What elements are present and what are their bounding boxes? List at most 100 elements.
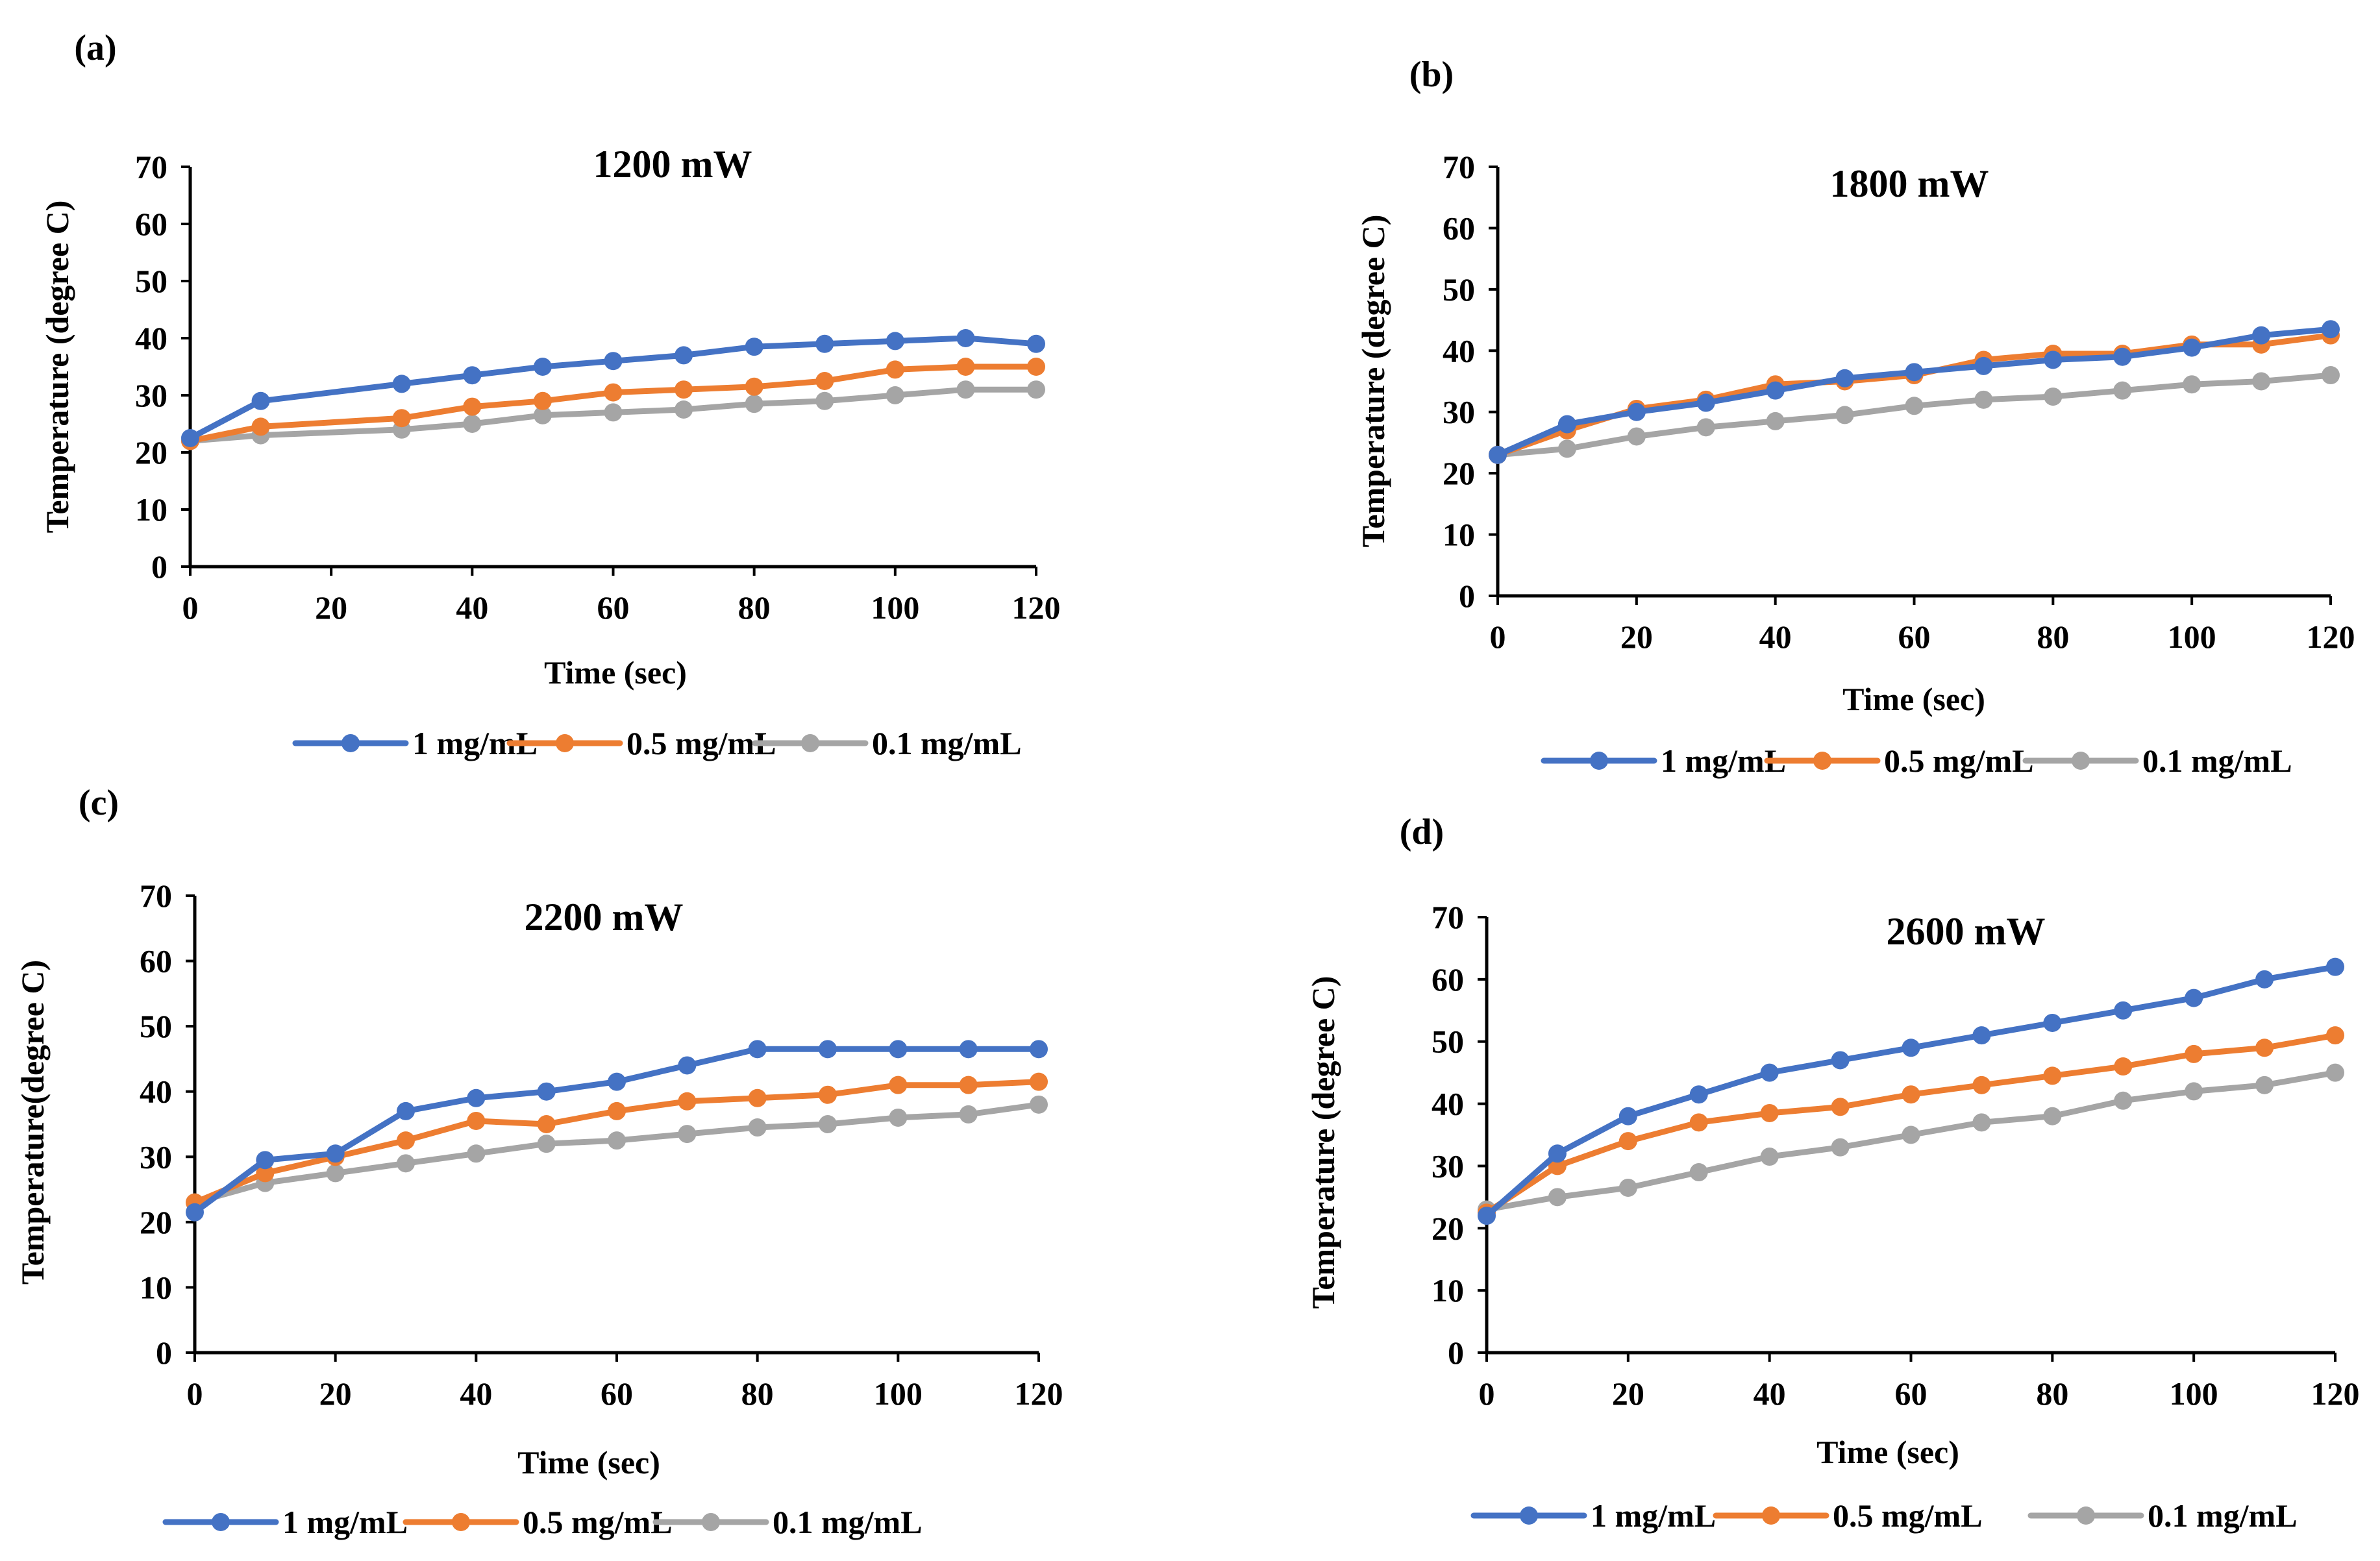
data-point xyxy=(392,409,411,428)
chart-panel-3: (c) 2200 mW Time (sec) Temperature(degree C… xyxy=(14,783,1063,1540)
panel-label: (a) xyxy=(74,28,116,68)
data-point xyxy=(1760,1063,1779,1082)
data-point xyxy=(1760,1148,1779,1166)
chart-title: 1200 mW xyxy=(593,143,752,186)
data-point xyxy=(819,1040,837,1059)
y-tick-label: 40 xyxy=(1443,332,1475,369)
x-tick-label: 40 xyxy=(1759,619,1792,655)
data-point xyxy=(1030,1072,1048,1091)
data-point xyxy=(2326,1063,2344,1082)
data-point xyxy=(1557,439,1576,458)
y-tick-label: 30 xyxy=(1443,394,1475,430)
x-tick-label: 100 xyxy=(874,1375,923,1412)
data-point xyxy=(675,346,693,365)
data-point xyxy=(1696,418,1715,437)
data-point xyxy=(678,1092,697,1111)
series-2 xyxy=(181,358,1045,450)
x-tick-label: 40 xyxy=(460,1375,492,1412)
y-axis-label: Temperature(degree C) xyxy=(14,960,51,1284)
x-tick-label: 40 xyxy=(1754,1375,1786,1412)
data-point xyxy=(537,1082,556,1101)
x-tick-label: 40 xyxy=(456,589,488,626)
y-tick-label: 70 xyxy=(140,878,172,914)
series-1 xyxy=(186,1040,1048,1222)
data-point xyxy=(2114,1001,2133,1020)
data-point xyxy=(251,391,270,410)
data-point xyxy=(537,1135,556,1153)
data-point xyxy=(748,1118,767,1137)
legend-marker xyxy=(1813,752,1831,770)
series-3 xyxy=(1478,1063,2344,1219)
data-point xyxy=(1835,369,1854,387)
x-axis-label: Time (sec) xyxy=(517,1444,660,1481)
data-point xyxy=(256,1151,275,1170)
data-point xyxy=(1027,380,1045,399)
chart-panel-2: (b) 1800 mW Time (sec) Temperature (degree … xyxy=(1355,55,2355,779)
data-point xyxy=(956,380,975,399)
data-point xyxy=(1905,363,1924,382)
data-point xyxy=(2255,1075,2274,1094)
data-point xyxy=(2326,1026,2344,1045)
data-point xyxy=(2043,1066,2062,1085)
data-point xyxy=(2252,372,2271,391)
y-tick-label: 20 xyxy=(140,1204,172,1240)
data-point xyxy=(748,1088,767,1107)
data-point xyxy=(326,1164,345,1183)
y-tick-label: 10 xyxy=(1443,517,1475,553)
series-line xyxy=(187,363,1039,444)
data-point xyxy=(1689,1113,1708,1132)
y-tick-label: 60 xyxy=(1432,961,1464,998)
data-point xyxy=(2044,350,2063,369)
data-point xyxy=(608,1072,626,1091)
data-point xyxy=(2043,1107,2062,1125)
data-point xyxy=(815,334,834,353)
legend-marker xyxy=(2077,1506,2095,1525)
x-tick-label: 0 xyxy=(1490,619,1506,655)
legend-label: 0.1 mg/mL xyxy=(2148,1497,2298,1534)
data-point xyxy=(889,1040,908,1059)
x-tick-label: 80 xyxy=(2036,1375,2068,1412)
legend-label: 0.5 mg/mL xyxy=(1884,743,2034,779)
data-point xyxy=(1905,397,1924,415)
y-tick-label: 20 xyxy=(1443,455,1475,491)
data-point xyxy=(467,1111,486,1130)
y-tick-label: 40 xyxy=(1432,1086,1464,1122)
y-tick-label: 60 xyxy=(1443,210,1475,246)
data-point xyxy=(533,358,552,376)
data-point xyxy=(2114,1091,2133,1110)
series-1 xyxy=(1489,320,2340,464)
y-tick-label: 50 xyxy=(135,263,167,299)
x-tick-label: 120 xyxy=(2307,619,2355,655)
data-point xyxy=(1030,1040,1048,1059)
x-axis-label: Time (sec) xyxy=(1842,681,1985,717)
x-tick-label: 80 xyxy=(741,1375,774,1412)
data-point xyxy=(959,1105,978,1124)
data-point xyxy=(1835,406,1854,424)
data-point xyxy=(956,358,975,376)
data-point xyxy=(2322,366,2340,385)
data-point xyxy=(397,1154,415,1173)
data-point xyxy=(2044,387,2063,406)
x-tick-label: 60 xyxy=(601,1375,633,1412)
x-tick-label: 20 xyxy=(319,1375,352,1412)
data-point xyxy=(889,1075,908,1094)
y-tick-label: 10 xyxy=(1432,1272,1464,1309)
data-point xyxy=(678,1056,697,1075)
y-tick-label: 30 xyxy=(1432,1148,1464,1184)
x-axis-label: Time (sec) xyxy=(544,654,687,691)
data-point xyxy=(2113,381,2132,400)
legend-marker xyxy=(212,1513,230,1531)
x-tick-label: 60 xyxy=(1898,619,1931,655)
y-tick-label: 0 xyxy=(1459,578,1475,614)
data-point xyxy=(1902,1039,1920,1057)
data-point xyxy=(815,391,834,410)
data-point xyxy=(392,375,411,393)
data-point xyxy=(1972,1113,1991,1132)
data-point xyxy=(467,1144,486,1163)
chart-title: 2200 mW xyxy=(525,896,684,939)
x-tick-label: 100 xyxy=(2168,619,2216,655)
data-point xyxy=(2183,375,2201,394)
y-tick-label: 0 xyxy=(1448,1334,1464,1371)
data-point xyxy=(397,1131,415,1150)
legend-marker xyxy=(1590,752,1608,770)
